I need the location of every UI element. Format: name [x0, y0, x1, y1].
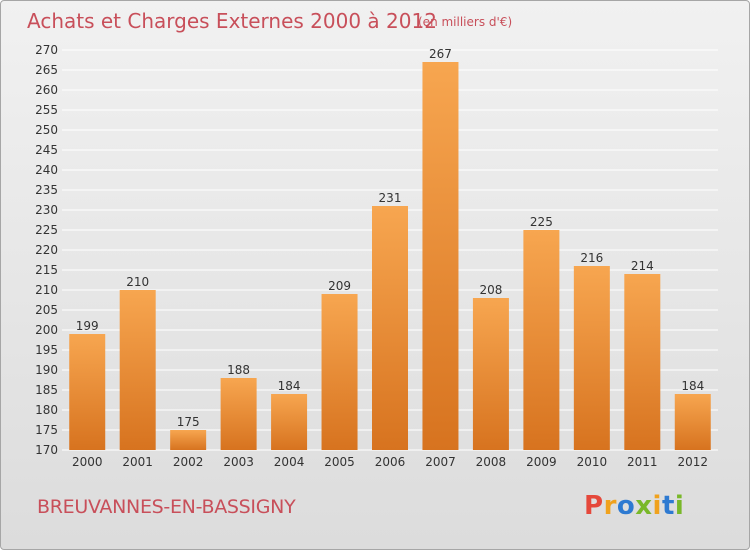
logo-letter: P: [584, 491, 604, 521]
bar-value-label: 216: [580, 251, 603, 265]
bar: [220, 378, 257, 450]
y-tick-label: 185: [35, 383, 58, 397]
x-tick-label: 2003: [223, 455, 254, 469]
x-tick-label: 2002: [173, 455, 204, 469]
y-tick-label: 245: [35, 143, 58, 157]
bar-value-label: 175: [177, 415, 200, 429]
bar-value-label: 231: [379, 191, 402, 205]
bar: [271, 394, 308, 450]
x-tick-label: 2005: [324, 455, 355, 469]
y-tick-label: 200: [35, 323, 58, 337]
y-tick-label: 195: [35, 343, 58, 357]
bar: [170, 430, 207, 450]
y-tick-label: 215: [35, 263, 58, 277]
y-tick-label: 205: [35, 303, 58, 317]
bar-value-label: 210: [126, 275, 149, 289]
y-tick-label: 170: [35, 443, 58, 457]
bar: [422, 62, 459, 450]
y-tick-label: 265: [35, 63, 58, 77]
x-tick-label: 2007: [425, 455, 456, 469]
y-tick-label: 190: [35, 363, 58, 377]
x-tick-label: 2010: [577, 455, 608, 469]
logo-letter: i: [674, 491, 685, 521]
y-tick-label: 230: [35, 203, 58, 217]
x-tick-label: 2004: [274, 455, 305, 469]
town-name: BREUVANNES-EN-BASSIGNY: [37, 496, 296, 518]
bar: [472, 298, 509, 450]
logo-letter: i: [652, 491, 662, 521]
bar: [69, 334, 106, 450]
logo-letter: t: [661, 491, 675, 521]
y-tick-label: 225: [35, 223, 58, 237]
y-tick-label: 220: [35, 243, 58, 257]
bar-value-label: 184: [278, 379, 301, 393]
proxiti-logo: Proxiti: [584, 491, 684, 521]
chart-unit-note: (en milliers d'€): [418, 15, 513, 29]
bar-value-label: 267: [429, 47, 452, 61]
y-tick-label: 175: [35, 423, 58, 437]
bar-value-label: 225: [530, 215, 553, 229]
bar: [321, 294, 358, 450]
x-tick-label: 2011: [627, 455, 658, 469]
x-tick-label: 2012: [677, 455, 708, 469]
x-tick-label: 2001: [122, 455, 153, 469]
bar: [372, 206, 408, 450]
bar: [624, 274, 661, 450]
x-tick-label: 2006: [375, 455, 406, 469]
bar: [674, 394, 711, 450]
bar-value-label: 209: [328, 279, 351, 293]
x-tick-label: 2000: [72, 455, 103, 469]
y-tick-label: 235: [35, 183, 58, 197]
bar-value-label: 188: [227, 363, 250, 377]
y-tick-label: 180: [35, 403, 58, 417]
logo-letter: o: [616, 491, 636, 521]
bar: [523, 230, 560, 450]
bar-value-label: 199: [76, 319, 99, 333]
x-tick-label: 2009: [526, 455, 557, 469]
bar: [573, 266, 610, 450]
bar: [119, 290, 156, 450]
chart-title: Achats et Charges Externes 2000 à 2012: [27, 9, 437, 33]
bar-value-label: 184: [681, 379, 704, 393]
y-tick-label: 250: [35, 123, 58, 137]
y-tick-label: 260: [35, 83, 58, 97]
y-tick-label: 255: [35, 103, 58, 117]
logo-letter: x: [635, 491, 653, 521]
logo-letter: r: [603, 491, 617, 521]
x-tick-label: 2008: [476, 455, 507, 469]
bar-value-label: 208: [479, 283, 502, 297]
y-tick-label: 270: [35, 43, 58, 57]
y-tick-label: 210: [35, 283, 58, 297]
bar-value-label: 214: [631, 259, 654, 273]
y-tick-label: 240: [35, 163, 58, 177]
